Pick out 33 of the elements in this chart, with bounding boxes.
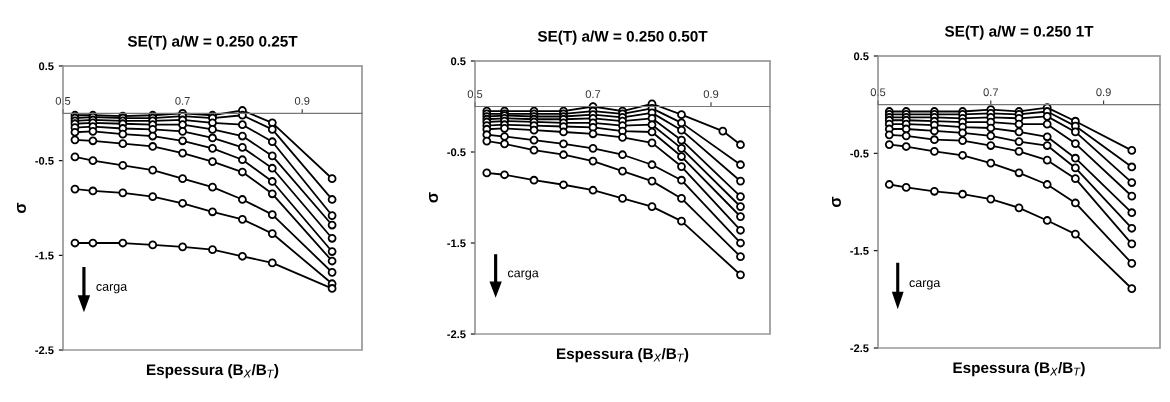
- y-tick-label: -1.5: [850, 247, 869, 255]
- y-tick-label: -0.5: [35, 156, 54, 165]
- x-tick-label: 0.9: [703, 90, 719, 98]
- x-axis-title: Espessura (B$_{X}$/B$_{T}$): [556, 347, 689, 363]
- y-tick-label: -2.5: [35, 346, 54, 355]
- x-tick-label: 0.7: [175, 96, 190, 105]
- y-tick-label: -2.5: [850, 344, 869, 353]
- y-tick-label: -2.5: [447, 330, 466, 339]
- x-tick-label: 0.7: [983, 88, 998, 97]
- y-axis-title: σ: [17, 202, 26, 214]
- x-axis-title: Espessura (B$_{X}$/B$_{T}$): [146, 363, 279, 379]
- x-tick-label: 0.9: [1096, 88, 1111, 97]
- x-tick-label: 0.5: [55, 96, 71, 105]
- y-tick-label: -1.5: [35, 251, 54, 260]
- chart-title: SE(T) a/W = 0.250 1T: [944, 25, 1094, 40]
- y-tick-label: 0.5: [450, 57, 466, 66]
- x-tick-label: 0.9: [294, 96, 310, 105]
- y-axis-title: σ: [429, 192, 438, 203]
- annotation: carga: [96, 284, 128, 294]
- y-axis-title: σ: [832, 196, 841, 208]
- chart-title: SE(T) a/W = 0.250 0.25T: [127, 35, 298, 50]
- x-tick-label: 0.5: [467, 90, 483, 98]
- x-tick-label: 0.5: [870, 88, 886, 97]
- y-tick-label: -0.5: [850, 149, 869, 158]
- chart-title: SE(T) a/W = 0.250 0.50T: [537, 30, 708, 45]
- x-tick-label: 0.7: [585, 90, 601, 98]
- annotation: carga: [507, 270, 539, 280]
- y-tick-label: -1.5: [447, 239, 466, 248]
- x-axis-title: Espessura (B$_{X}$/B$_{T}$): [953, 361, 1085, 377]
- y-tick-label: 0.5: [853, 52, 869, 61]
- annotation: carga: [909, 280, 941, 290]
- y-tick-label: -0.5: [447, 148, 466, 157]
- y-tick-label: 0.5: [38, 62, 54, 71]
